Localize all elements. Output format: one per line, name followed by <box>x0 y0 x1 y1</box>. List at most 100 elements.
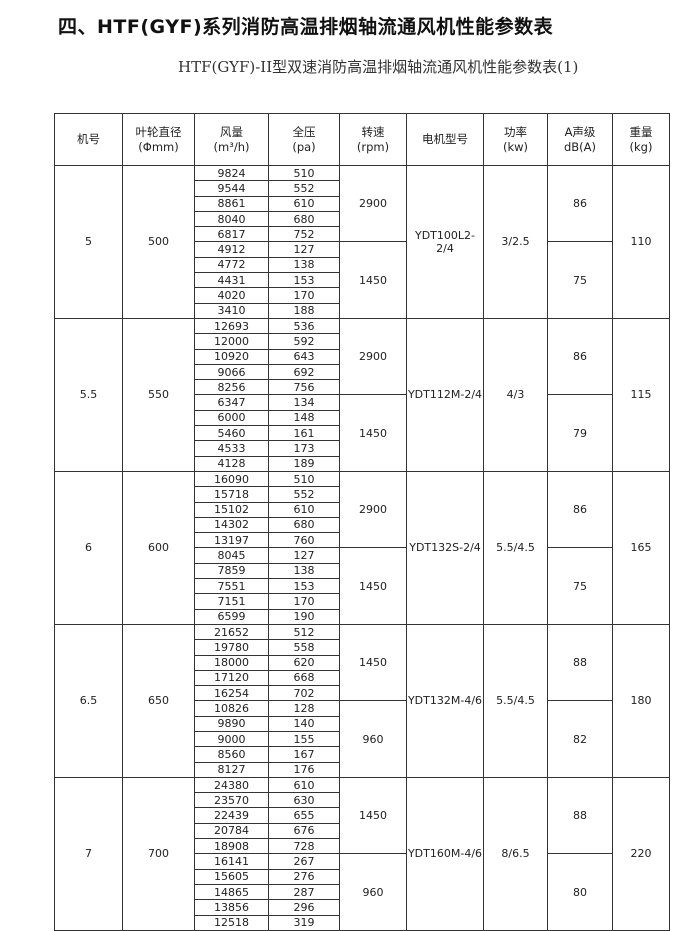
airflow-cell: 4431 <box>194 272 269 289</box>
pressure-cell: 296 <box>268 899 340 916</box>
pressure-cell: 153 <box>268 578 340 595</box>
pressure-cell: 138 <box>268 562 340 580</box>
airflow-cell: 6599 <box>194 608 269 625</box>
table-row: 8045 127 1450 75 <box>55 547 670 625</box>
airflow-cell: 4128 <box>194 455 269 472</box>
table-row: 8040 680 <box>55 210 670 228</box>
pressure-cell: 728 <box>268 838 340 855</box>
pressure-cell: 176 <box>268 761 340 778</box>
header-unit: (kg) <box>629 139 653 154</box>
model-cell: 6.5 <box>54 623 123 778</box>
pressure-cell: 148 <box>268 409 340 427</box>
speed-cell: 1450 <box>339 394 407 472</box>
airflow-cell: 24380 <box>194 776 269 794</box>
pressure-cell: 140 <box>268 715 340 732</box>
header-row: 机号 叶轮直径 (Φmm) 风量 (m³/h) 全压 (pa) 转速 (rpm) 电机型号 功率 (k… <box>54 113 670 166</box>
noise-cell: 86 <box>547 317 613 396</box>
header-label: 叶轮直径 <box>135 124 182 139</box>
column-header: 重量 (kg) <box>612 113 670 166</box>
airflow-cell: 15718 <box>194 486 269 503</box>
pressure-cell: 128 <box>268 700 340 717</box>
table-row: 8127 176 <box>55 761 670 778</box>
airflow-cell: 6000 <box>194 409 269 427</box>
noise-cell: 80 <box>547 853 613 931</box>
weight-cell: 220 <box>612 776 670 931</box>
pressure-cell: 153 <box>268 272 340 289</box>
model-cell: 5 <box>54 165 123 319</box>
performance-table: 机号 叶轮直径 (Φmm) 风量 (m³/h) 全压 (pa) 转速 (rpm) 电机型号 功率 (k… <box>54 113 670 931</box>
table-row: 4431 153 <box>55 272 670 289</box>
table-row: 12000 592 <box>55 333 670 350</box>
power-cell: 8/6.5 <box>483 776 548 931</box>
table-row: 4128 189 <box>55 455 670 472</box>
airflow-cell: 8040 <box>194 210 269 228</box>
diameter-cell: 550 <box>122 317 195 472</box>
airflow-cell: 18908 <box>194 838 269 855</box>
airflow-cell: 16090 <box>194 470 269 488</box>
table-title: HTF(GYF)-II型双速消防高温排烟轴流通风机性能参数表(1) <box>178 58 579 76</box>
table-row: 7151 170 <box>55 593 670 610</box>
pressure-cell: 170 <box>268 287 340 304</box>
speed-cell: 1450 <box>339 241 407 319</box>
pressure-cell: 610 <box>268 776 340 794</box>
column-header: 转速 (rpm) <box>339 113 407 166</box>
noise-cell: 88 <box>547 623 613 702</box>
table-row: 9890 140 <box>55 715 670 732</box>
airflow-cell: 8861 <box>194 195 269 212</box>
airflow-cell: 16254 <box>194 685 269 702</box>
table-row: 5.5 550 12693 536 2900 YDT112M-2/4 4/3 86 115 <box>54 317 670 472</box>
speed-cell: 1450 <box>339 623 407 702</box>
table-row: 8560 167 <box>55 746 670 763</box>
weight-cell: 165 <box>612 470 670 625</box>
airflow-cell: 20784 <box>194 822 269 840</box>
motor-cell: YDT132M-4/6 <box>406 623 484 778</box>
model-cell: 7 <box>54 776 123 931</box>
airflow-cell: 19780 <box>194 639 269 656</box>
airflow-cell: 18000 <box>194 654 269 671</box>
airflow-cell: 10826 <box>194 700 269 717</box>
speed-cell: 960 <box>339 853 407 931</box>
noise-cell: 75 <box>547 547 613 625</box>
airflow-cell: 4020 <box>194 287 269 304</box>
airflow-cell: 4772 <box>194 256 269 274</box>
airflow-cell: 8560 <box>194 746 269 763</box>
column-header: A声级 dB(A) <box>547 113 613 166</box>
pressure-cell: 643 <box>268 348 340 365</box>
column-header: 功率 (kw) <box>483 113 548 166</box>
airflow-cell: 13197 <box>194 532 269 549</box>
column-header: 叶轮直径 (Φmm) <box>122 113 195 166</box>
table-row: 9066 692 <box>55 363 670 381</box>
power-cell: 5.5/4.5 <box>483 623 548 778</box>
noise-cell: 86 <box>547 470 613 549</box>
table-row: 20784 676 <box>55 822 670 840</box>
table-row: 6000 148 <box>55 409 670 427</box>
airflow-cell: 12000 <box>194 333 269 350</box>
header-unit: dB(A) <box>563 139 597 154</box>
weight-cell: 110 <box>612 165 670 319</box>
pressure-cell: 167 <box>268 746 340 763</box>
airflow-cell: 15605 <box>194 868 269 885</box>
table-row: 14302 680 <box>55 516 670 534</box>
airflow-cell: 7859 <box>194 562 269 580</box>
pressure-cell: 510 <box>268 470 340 488</box>
airflow-cell: 5460 <box>194 425 269 442</box>
pressure-cell: 680 <box>268 210 340 228</box>
table-row: 18000 620 <box>55 654 670 671</box>
diameter-cell: 500 <box>122 165 195 319</box>
table-row: 4912 127 1450 75 <box>55 241 670 319</box>
column-header: 全压 (pa) <box>268 113 340 166</box>
pressure-cell: 610 <box>268 195 340 212</box>
table-row: 13197 760 <box>55 532 670 549</box>
table-row: 10920 643 <box>55 348 670 365</box>
motor-cell: YDT160M-4/6 <box>406 776 484 931</box>
pressure-cell: 552 <box>268 180 340 197</box>
pressure-cell: 189 <box>268 455 340 472</box>
airflow-cell: 9000 <box>194 730 269 748</box>
header-label: 风量 <box>220 124 243 139</box>
airflow-cell: 12693 <box>194 317 269 335</box>
column-header: 电机型号 <box>406 113 484 166</box>
pressure-cell: 170 <box>268 593 340 610</box>
airflow-cell: 3410 <box>194 302 269 319</box>
airflow-cell: 8256 <box>194 379 269 396</box>
diameter-cell: 700 <box>122 776 195 931</box>
